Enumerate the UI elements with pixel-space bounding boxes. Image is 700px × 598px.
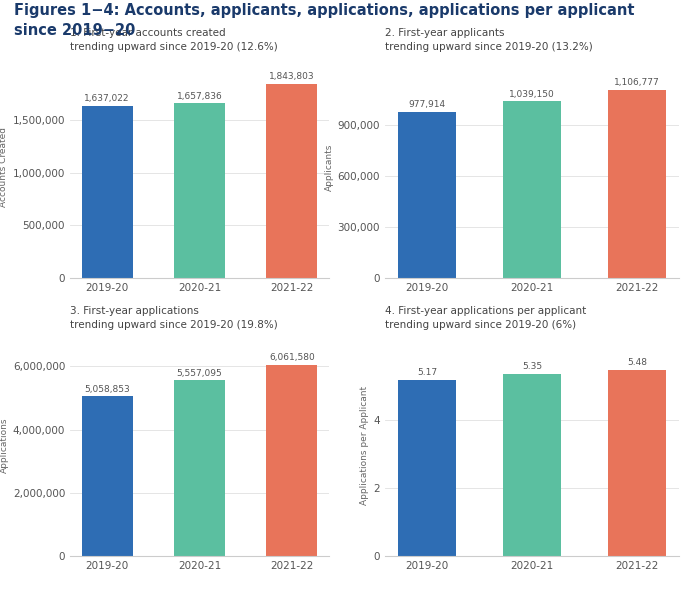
Y-axis label: Accounts Created: Accounts Created [0,127,8,208]
Text: Figures 1−4: Accounts, applicants, applications, applications per applicant: Figures 1−4: Accounts, applicants, appli… [14,3,634,18]
Text: 1,637,022: 1,637,022 [85,94,130,103]
Text: 1,843,803: 1,843,803 [269,72,314,81]
Bar [503,101,561,278]
Text: 6,061,580: 6,061,580 [269,353,315,362]
Text: 2. First-year applicants
trending upward since 2019-20 (13.2%): 2. First-year applicants trending upward… [385,28,593,52]
Text: 5,058,853: 5,058,853 [84,385,130,393]
Text: 977,914: 977,914 [409,100,446,109]
Y-axis label: Applicants: Applicants [325,144,333,191]
Text: since 2019−20: since 2019−20 [14,23,135,38]
Text: 1,039,150: 1,039,150 [509,90,555,99]
Bar [174,103,225,278]
Bar [608,90,666,278]
Text: 5.35: 5.35 [522,362,542,371]
Bar [608,370,666,556]
Bar [82,396,132,556]
Text: 5.17: 5.17 [417,368,438,377]
Bar [503,374,561,556]
Bar [82,106,132,278]
Bar [267,84,317,278]
Text: 1,106,777: 1,106,777 [614,78,659,87]
Text: 1. First-year accounts created
trending upward since 2019-20 (12.6%): 1. First-year accounts created trending … [70,28,278,52]
Bar [398,380,456,556]
Y-axis label: Applications per Applicant: Applications per Applicant [360,386,370,505]
Bar [174,380,225,556]
Text: 5,557,095: 5,557,095 [176,369,223,378]
Text: 4. First-year applications per applicant
trending upward since 2019-20 (6%): 4. First-year applications per applicant… [385,306,587,330]
Text: 5.48: 5.48 [626,358,647,367]
Y-axis label: Applications: Applications [0,418,8,473]
Bar [398,112,456,278]
Bar [267,365,317,556]
Text: 3. First-year applications
trending upward since 2019-20 (19.8%): 3. First-year applications trending upwa… [70,306,278,330]
Text: 1,657,836: 1,657,836 [176,91,223,100]
